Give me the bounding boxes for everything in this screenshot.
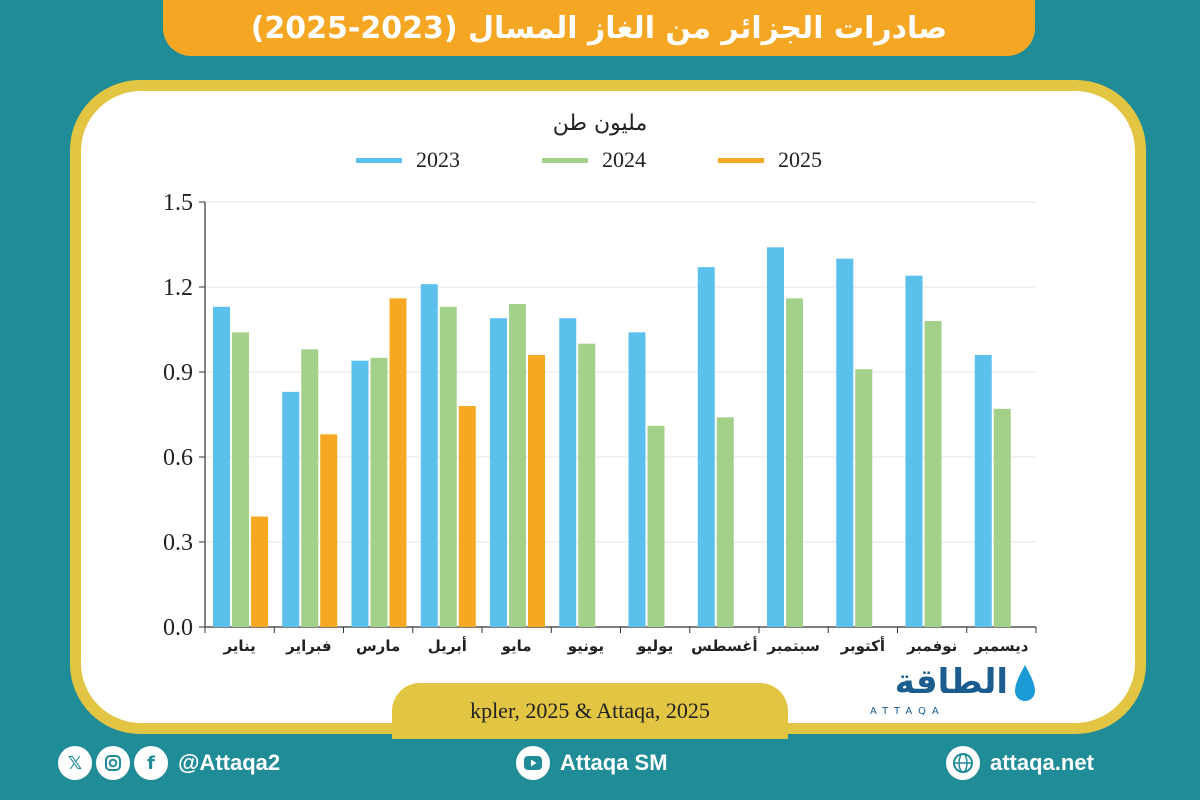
x-tick-label: يوليو <box>636 637 673 655</box>
bar-2023-10 <box>836 258 854 627</box>
bar-2023-12 <box>974 355 992 627</box>
x-tick-label: مارس <box>356 637 400 655</box>
bar-2024-9 <box>786 298 803 627</box>
bar-2024-6 <box>578 343 596 627</box>
bar-2024-4 <box>439 306 457 627</box>
footer-website[interactable]: attaqa.net <box>946 744 1094 782</box>
y-tick-label: 0.3 <box>163 530 193 556</box>
bar-2025-2 <box>320 434 338 627</box>
x-tick-label: أغسطس <box>691 636 757 655</box>
legend-item-2023: 2023 <box>356 147 460 172</box>
y-axis-unit-label: مليون طن <box>552 111 648 136</box>
bar-2023-11 <box>905 275 923 627</box>
social-handle[interactable]: @Attaqa2 <box>178 750 281 775</box>
x-tick-label: أكتوبر <box>840 636 885 655</box>
bar-2025-5 <box>528 355 545 627</box>
source-pill: kpler, 2025 & Attaqa, 2025 <box>392 683 788 739</box>
bar-2023-8 <box>697 267 715 627</box>
legend-item-2024: 2024 <box>542 147 646 172</box>
x-tick-label: نوفمبر <box>906 637 957 655</box>
x-tick-label: يونيو <box>567 637 604 655</box>
legend-label-2025: 2025 <box>778 147 822 172</box>
facebook-icon[interactable]: f <box>134 746 168 780</box>
footer-youtube[interactable]: Attaqa SM <box>516 744 668 782</box>
bar-2023-9 <box>767 247 784 628</box>
bar-2023-6 <box>559 318 577 627</box>
legend-swatch-2025 <box>718 157 764 163</box>
x-tick-label: أبريل <box>428 636 467 655</box>
bar-2024-10 <box>855 369 873 627</box>
bar-2024-11 <box>924 321 942 627</box>
legend-label-2023: 2023 <box>416 147 460 172</box>
y-tick-label: 1.2 <box>163 275 193 301</box>
bar-2023-4 <box>420 284 438 627</box>
legend-swatch-2024 <box>542 157 588 163</box>
bar-2024-5 <box>509 304 526 627</box>
bar-2023-3 <box>351 360 369 627</box>
bar-2023-1 <box>213 306 230 627</box>
bar-2024-2 <box>301 349 319 627</box>
x-tick-label: ديسمبر <box>973 637 1028 655</box>
footer-social[interactable]: 𝕏 f @Attaqa2 <box>58 744 280 782</box>
legend-swatch-2023 <box>356 157 402 163</box>
drop-icon <box>1015 665 1035 701</box>
x-tick-label: سبتمبر <box>766 637 820 655</box>
bar-2023-5 <box>490 318 507 627</box>
logo-latin-text: ATTAQA <box>870 706 945 717</box>
y-tick-label: 0.6 <box>163 445 193 471</box>
x-icon[interactable]: 𝕏 <box>58 746 92 780</box>
x-tick-label: يناير <box>222 637 255 655</box>
bar-2024-3 <box>370 357 388 627</box>
bar-2024-8 <box>716 417 734 627</box>
x-tick-label: مايو <box>501 637 532 655</box>
youtube-channel[interactable]: Attaqa SM <box>560 750 668 775</box>
legend-label-2024: 2024 <box>602 147 646 172</box>
bar-2025-4 <box>458 406 476 627</box>
source-text: kpler, 2025 & Attaqa, 2025 <box>470 698 710 723</box>
bar-2024-7 <box>647 425 665 627</box>
globe-icon[interactable] <box>946 746 980 780</box>
bar-2023-7 <box>628 332 646 627</box>
instagram-icon[interactable] <box>96 746 130 780</box>
bar-2024-12 <box>993 408 1011 627</box>
title-bar: صادرات الجزائر من الغاز المسال (2023-202… <box>163 0 1035 56</box>
page-title: صادرات الجزائر من الغاز المسال (2023-202… <box>250 10 948 46</box>
y-tick-label: 1.5 <box>163 190 193 216</box>
bar-2024-1 <box>232 332 249 627</box>
x-tick-label: فبراير <box>285 637 331 655</box>
y-tick-label: 0.0 <box>163 615 193 641</box>
attaqa-logo: الطاقة ATTAQA <box>858 662 1038 720</box>
logo-text: الطاقة <box>894 662 1008 702</box>
legend-item-2025: 2025 <box>718 147 822 172</box>
youtube-icon[interactable] <box>516 746 550 780</box>
bar-2025-1 <box>251 516 268 627</box>
y-tick-label: 0.9 <box>163 360 193 386</box>
bar-2025-3 <box>389 298 407 627</box>
bar-2023-2 <box>282 391 300 627</box>
website-url[interactable]: attaqa.net <box>990 750 1094 775</box>
